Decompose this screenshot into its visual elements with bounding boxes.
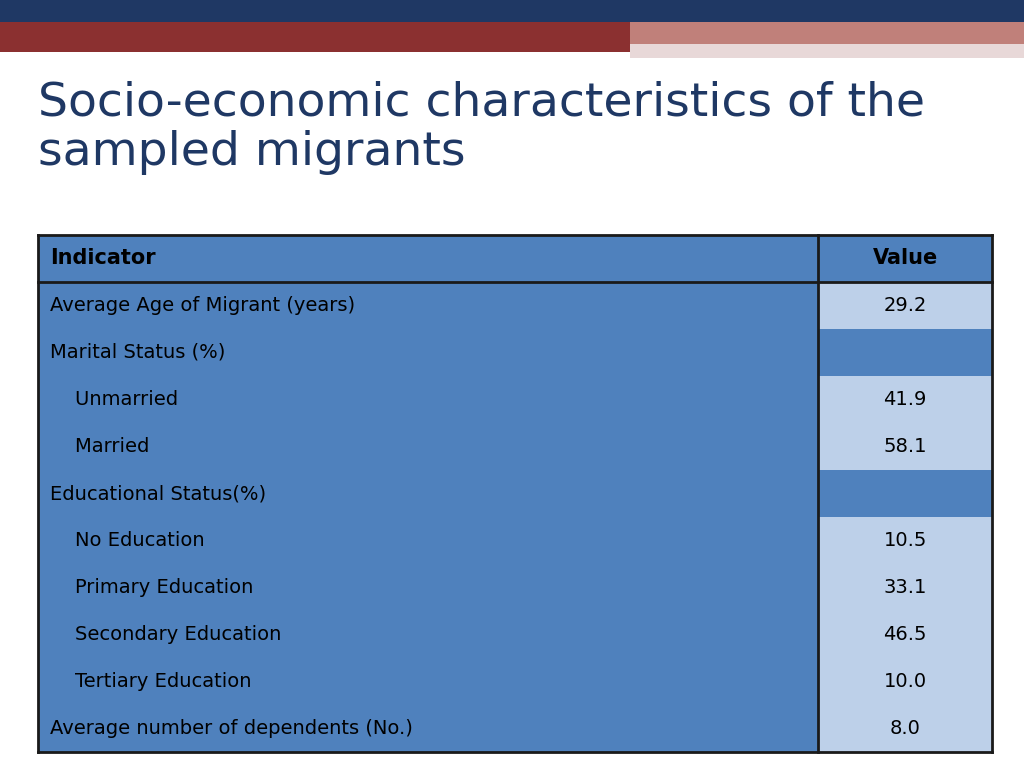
Text: 58.1: 58.1 xyxy=(884,437,927,456)
Text: Value: Value xyxy=(872,249,938,269)
Bar xyxy=(38,235,818,282)
Bar xyxy=(818,235,992,282)
Text: Secondary Education: Secondary Education xyxy=(50,625,282,644)
Bar xyxy=(818,282,992,329)
Bar xyxy=(38,705,818,752)
Text: 29.2: 29.2 xyxy=(884,296,927,315)
Text: 46.5: 46.5 xyxy=(884,625,927,644)
Bar xyxy=(818,517,992,564)
Text: Average Age of Migrant (years): Average Age of Migrant (years) xyxy=(50,296,355,315)
Bar xyxy=(818,611,992,658)
Bar xyxy=(0,0,1024,22)
Bar xyxy=(38,470,818,517)
Bar xyxy=(630,22,1024,44)
Text: Indicator: Indicator xyxy=(50,249,156,269)
Bar xyxy=(38,423,818,470)
Text: Average number of dependents (No.): Average number of dependents (No.) xyxy=(50,719,413,738)
Text: Primary Education: Primary Education xyxy=(50,578,253,597)
Bar xyxy=(818,423,992,470)
Bar xyxy=(38,517,818,564)
Bar xyxy=(818,658,992,705)
Text: 33.1: 33.1 xyxy=(884,578,927,597)
Bar xyxy=(38,564,818,611)
Bar xyxy=(38,329,818,376)
Text: No Education: No Education xyxy=(50,531,205,550)
Bar xyxy=(818,564,992,611)
Text: sampled migrants: sampled migrants xyxy=(38,130,466,175)
Bar xyxy=(0,22,630,52)
Text: 41.9: 41.9 xyxy=(884,390,927,409)
Text: Socio-economic characteristics of the: Socio-economic characteristics of the xyxy=(38,80,925,125)
Text: Marital Status (%): Marital Status (%) xyxy=(50,343,225,362)
Bar xyxy=(818,470,992,517)
Text: 10.0: 10.0 xyxy=(884,672,927,691)
Bar xyxy=(818,705,992,752)
Text: Tertiary Education: Tertiary Education xyxy=(50,672,252,691)
Bar xyxy=(38,611,818,658)
Bar xyxy=(38,658,818,705)
Bar xyxy=(38,282,818,329)
Text: 8.0: 8.0 xyxy=(890,719,921,738)
Text: Educational Status(%): Educational Status(%) xyxy=(50,484,266,503)
Text: Married: Married xyxy=(50,437,150,456)
Bar xyxy=(38,376,818,423)
Bar xyxy=(818,329,992,376)
Text: 10.5: 10.5 xyxy=(884,531,927,550)
Text: Unmarried: Unmarried xyxy=(50,390,178,409)
Bar xyxy=(630,44,1024,58)
Bar xyxy=(818,376,992,423)
